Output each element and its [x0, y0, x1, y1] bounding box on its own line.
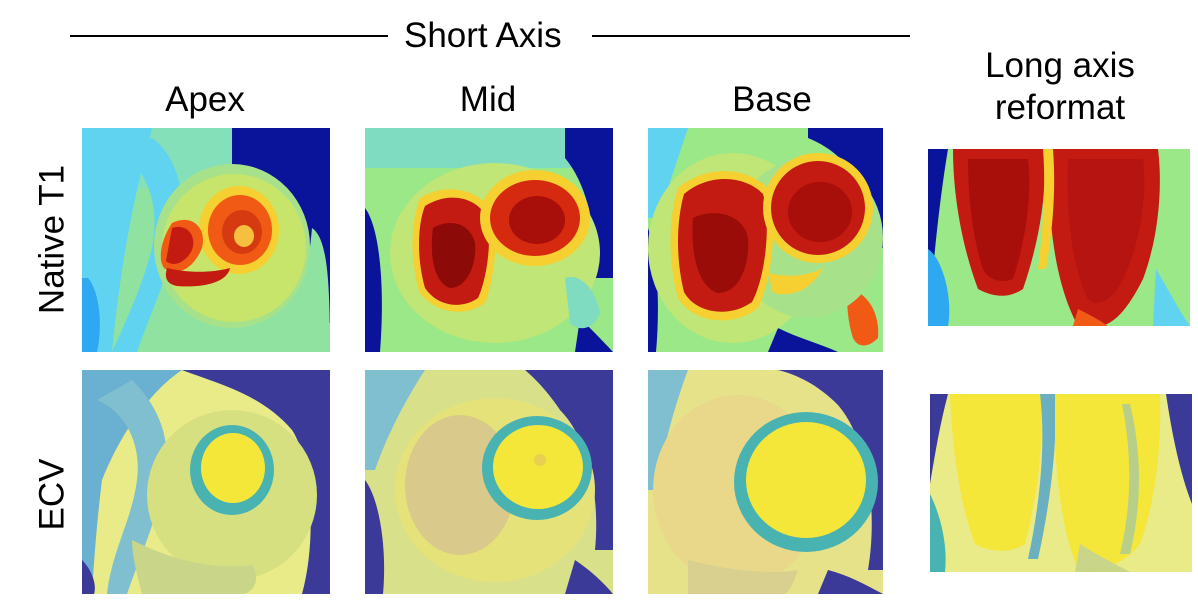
column-label-base: Base	[732, 80, 812, 119]
native-t1-mid-image	[365, 128, 613, 352]
short-axis-rule-right	[592, 35, 910, 37]
column-label-mid: Mid	[459, 80, 517, 119]
ecv-apex-image	[82, 370, 330, 594]
row-label-native-t1: Native T1	[32, 164, 72, 315]
column-label-long-axis-line1: Long axis	[985, 46, 1135, 85]
column-label-apex: Apex	[165, 80, 245, 119]
ecv-mid-image	[365, 370, 613, 594]
native-t1-long-axis-image	[928, 149, 1190, 326]
ecv-base-image	[648, 370, 883, 594]
native-t1-base-image	[648, 128, 883, 352]
short-axis-title: Short Axis	[404, 16, 562, 55]
short-axis-rule-left	[70, 35, 388, 37]
native-t1-apex-image	[82, 128, 330, 352]
row-label-ecv: ECV	[32, 458, 72, 531]
ecv-long-axis-image	[930, 394, 1192, 572]
column-label-long-axis-line2: reformat	[994, 88, 1126, 127]
